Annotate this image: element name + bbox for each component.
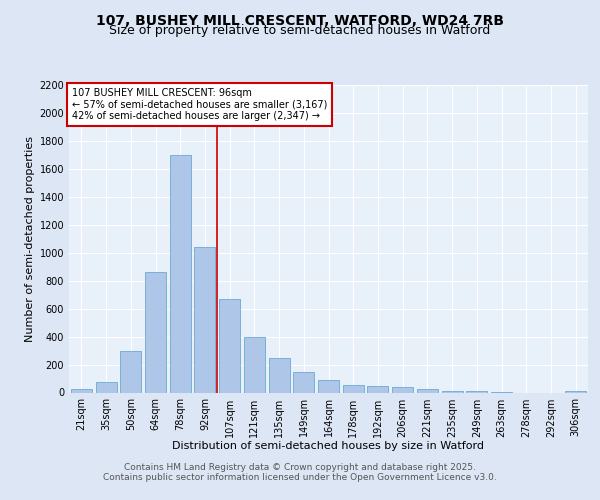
Text: 107, BUSHEY MILL CRESCENT, WATFORD, WD24 7RB: 107, BUSHEY MILL CRESCENT, WATFORD, WD24… bbox=[96, 14, 504, 28]
Bar bbox=[442, 391, 463, 392]
Bar bbox=[293, 372, 314, 392]
Bar bbox=[145, 272, 166, 392]
Bar bbox=[417, 389, 438, 392]
Bar bbox=[194, 247, 215, 392]
Text: Contains public sector information licensed under the Open Government Licence v3: Contains public sector information licen… bbox=[103, 472, 497, 482]
Bar bbox=[565, 391, 586, 392]
Bar bbox=[466, 391, 487, 392]
Bar bbox=[367, 386, 388, 392]
Bar bbox=[120, 350, 141, 393]
Bar bbox=[318, 380, 339, 392]
Y-axis label: Number of semi-detached properties: Number of semi-detached properties bbox=[25, 136, 35, 342]
Text: Size of property relative to semi-detached houses in Watford: Size of property relative to semi-detach… bbox=[109, 24, 491, 37]
Bar bbox=[343, 385, 364, 392]
X-axis label: Distribution of semi-detached houses by size in Watford: Distribution of semi-detached houses by … bbox=[173, 441, 485, 451]
Text: 107 BUSHEY MILL CRESCENT: 96sqm
← 57% of semi-detached houses are smaller (3,167: 107 BUSHEY MILL CRESCENT: 96sqm ← 57% of… bbox=[71, 88, 327, 122]
Bar bbox=[269, 358, 290, 392]
Bar bbox=[219, 299, 240, 392]
Bar bbox=[95, 382, 116, 392]
Bar bbox=[71, 389, 92, 392]
Bar bbox=[392, 387, 413, 392]
Bar bbox=[244, 338, 265, 392]
Bar bbox=[170, 155, 191, 392]
Text: Contains HM Land Registry data © Crown copyright and database right 2025.: Contains HM Land Registry data © Crown c… bbox=[124, 462, 476, 471]
